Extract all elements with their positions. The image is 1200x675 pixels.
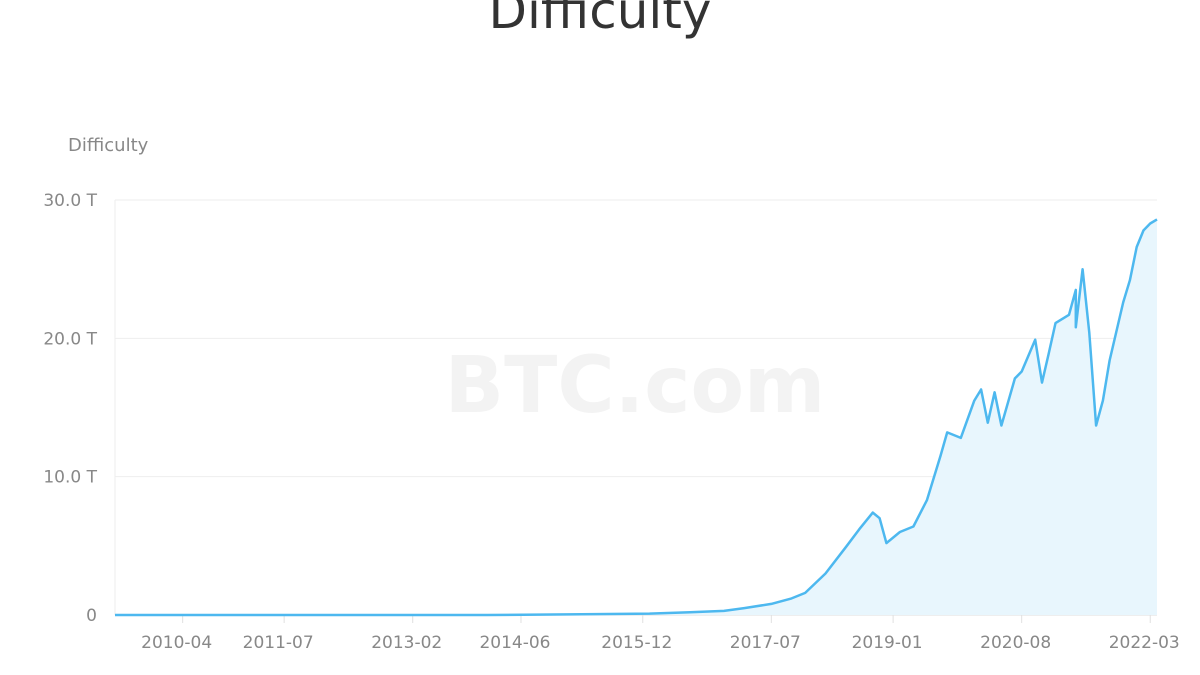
x-tick-label: 2015-12 bbox=[601, 633, 672, 653]
y-tick-label: 20.0 T bbox=[43, 329, 97, 349]
x-tick-label: 2014-06 bbox=[479, 633, 550, 653]
y-tick-label: 10.0 T bbox=[43, 468, 97, 488]
chart-title: Difficulty bbox=[488, 0, 712, 40]
x-tick-label: 2011-07 bbox=[243, 633, 314, 653]
y-tick-label: 0 bbox=[86, 606, 97, 626]
x-tick-label: 2013-02 bbox=[371, 633, 442, 653]
x-tick-label: 2010-04 bbox=[141, 633, 212, 653]
y-tick-label: 30.0 T bbox=[43, 191, 97, 211]
y-axis-label: Difficulty bbox=[68, 135, 149, 156]
x-tick-label: 2019-01 bbox=[852, 633, 923, 653]
area-fill bbox=[115, 219, 1157, 615]
series-line bbox=[115, 218, 1158, 617]
x-tick-label: 2022-03 bbox=[1109, 633, 1180, 653]
watermark: BTC.com bbox=[445, 341, 826, 431]
x-tick-label: 2017-07 bbox=[730, 633, 801, 653]
x-tick-label: 2020-08 bbox=[980, 633, 1051, 653]
